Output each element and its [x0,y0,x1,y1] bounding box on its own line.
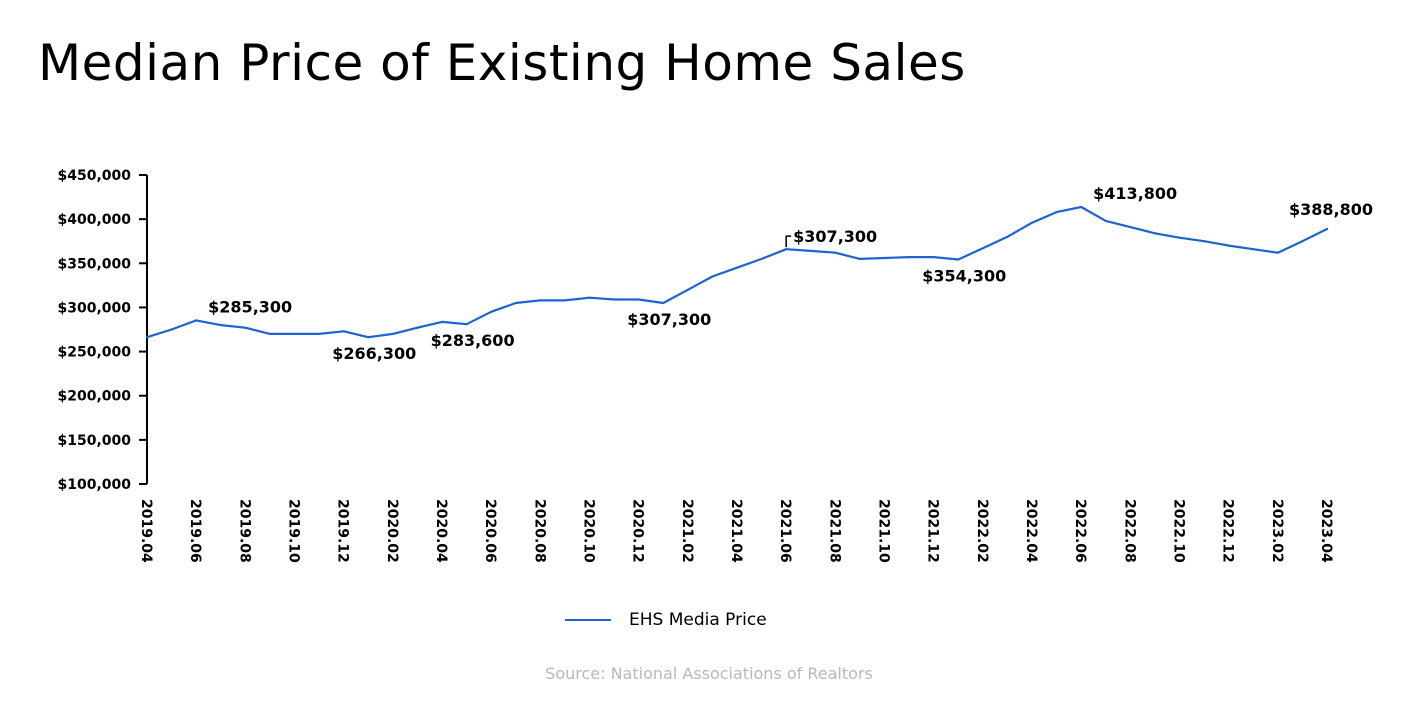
data-point [981,247,984,250]
data-point [416,326,419,329]
x-tick-label: 2020.08 [531,499,547,563]
data-point [588,296,591,299]
source-note: Source: National Associations of Realtor… [545,664,873,683]
data-point [219,323,222,327]
x-tick-label: 2020.10 [581,499,597,563]
y-tick-label: $150,000 [57,433,131,449]
series-line-ehs-media-price [145,205,1329,339]
data-point [883,256,886,260]
x-tick-label: 2021.02 [679,499,695,563]
legend-swatch-ehs-media-price [565,619,611,621]
x-tick-label: 2020.12 [630,499,646,563]
x-tick-label: 2019.06 [187,499,203,563]
legend-label-ehs-media-price: EHS Media Price [629,610,767,630]
x-tick-label: 2022.08 [1121,499,1137,563]
data-label: $354,300 [922,266,1006,285]
data-point [1153,232,1157,235]
y-tick-label: $250,000 [57,345,131,361]
data-point [907,256,911,259]
y-tick-label: $200,000 [57,389,131,405]
data-point [342,330,345,333]
data-point [490,310,493,313]
data-point [957,258,960,261]
x-tick-label: 2021.08 [826,499,842,563]
data-point [1252,248,1255,251]
x-tick-label: 2022.02 [974,499,990,563]
data-point [465,323,468,326]
y-tick-label: $100,000 [57,477,131,493]
x-tick-label: 2022.10 [1171,499,1187,563]
chart-title: Median Price of Existing Home Sales [38,34,966,92]
x-tick-label: 2020.04 [433,499,449,563]
x-tick-label: 2021.04 [728,499,744,563]
x-tick-label: 2019.10 [286,499,302,563]
data-point [1301,240,1304,243]
data-label: $285,300 [208,297,292,316]
data-point [440,320,444,324]
data-point [539,299,542,302]
data-label: $388,800 [1289,200,1373,219]
x-tick-label: 2022.12 [1220,499,1236,563]
data-point [367,336,370,339]
data-point [1006,235,1009,238]
data-point [834,251,837,254]
data-point [711,275,714,278]
data-point [514,301,517,305]
y-tick-label: $400,000 [57,212,131,228]
x-tick-label: 2020.02 [384,499,400,563]
x-tick-label: 2022.06 [1072,499,1088,563]
data-point [1325,227,1329,231]
data-point [785,248,788,251]
data-point [170,328,173,331]
data-point [1202,240,1206,243]
data-point [735,266,739,269]
data-point [1080,205,1083,209]
data-point [809,249,812,253]
data-point [391,332,394,336]
data-point [1055,210,1058,214]
data-point [293,332,296,336]
data-point [686,288,689,291]
x-tick-label: 2023.02 [1269,499,1285,563]
data-point [760,257,763,260]
x-tick-label: 2019.04 [138,499,154,563]
data-point [662,301,665,305]
data-point [195,319,198,322]
data-point [932,256,935,259]
data-point [1227,244,1230,247]
data-point [1129,225,1132,229]
data-label: $307,300 [627,310,711,329]
data-point [1030,221,1034,224]
x-tick-label: 2021.10 [876,499,892,563]
data-point [268,332,272,336]
data-label: $413,800 [1093,184,1177,203]
x-tick-label: 2019.08 [236,499,252,563]
data-point [1104,219,1107,223]
data-point [244,326,247,329]
y-tick-label: $350,000 [57,256,131,272]
y-tick-label: $450,000 [57,168,131,184]
annotation-callout-line [785,235,792,248]
data-point [858,257,862,260]
x-tick-label: 2021.12 [925,499,941,563]
x-tick-label: 2023.04 [1318,499,1334,563]
data-point [1178,236,1181,239]
data-point [1276,251,1279,254]
data-point [612,298,616,301]
x-tick-label: 2020.06 [482,499,498,563]
chart-legend: EHS Media Price [565,610,767,630]
x-tick-label: 2022.04 [1023,499,1039,563]
data-point [145,336,149,339]
data-point [637,298,640,301]
data-point [317,332,321,336]
x-tick-label: 2019.12 [335,499,351,563]
data-label: $283,600 [431,331,515,350]
data-point [563,299,567,302]
x-tick-label: 2021.06 [777,499,793,563]
y-tick-label: $300,000 [57,300,131,316]
data-label: $266,300 [332,344,416,363]
data-label: $307,300 [793,227,877,246]
